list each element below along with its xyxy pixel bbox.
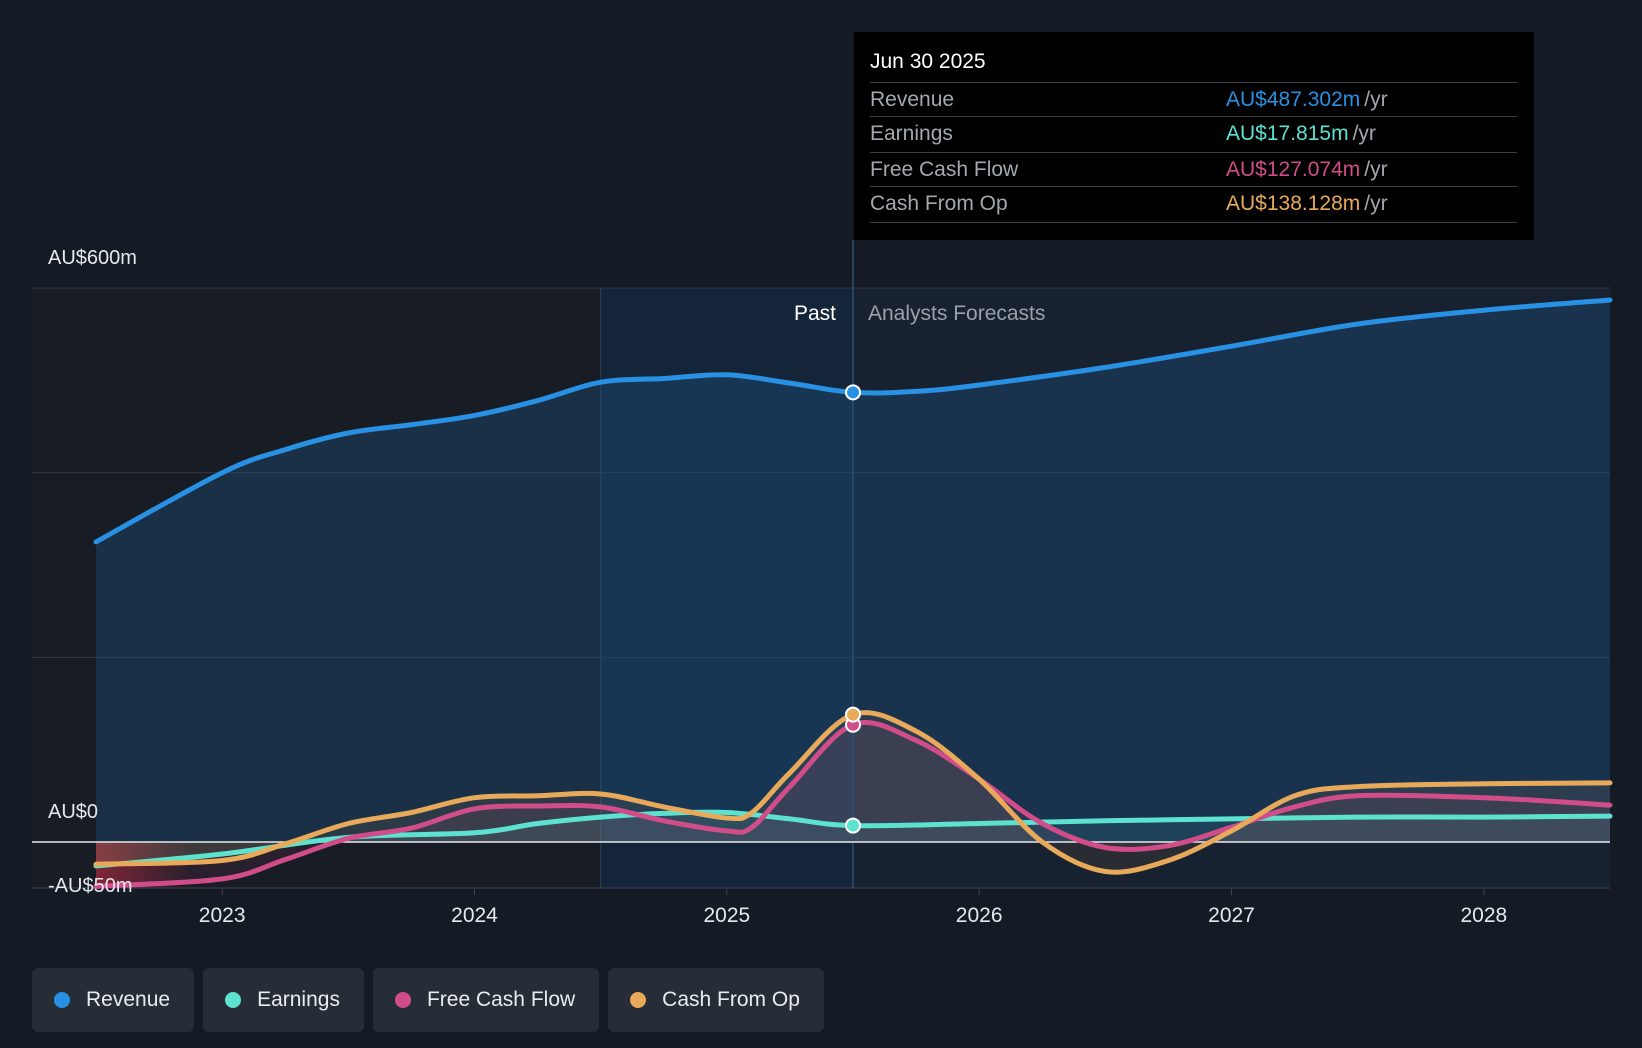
x-tick-label: 2025 (703, 904, 750, 927)
legend-label: Free Cash Flow (426, 988, 576, 1011)
y-axis-label: AU$600m (48, 247, 137, 269)
legend-label: Earnings (257, 988, 340, 1011)
tooltip-unit: /yr (1364, 88, 1388, 111)
tooltip-value: AU$127.074m (1226, 158, 1361, 181)
tooltip-date: Jun 30 2025 (870, 50, 986, 73)
tooltip-row-revenue: Revenue AU$487.302m/yr (870, 82, 1517, 117)
x-tick-label: 2027 (1208, 904, 1255, 927)
earnings-dot-icon (225, 992, 242, 1008)
x-tick-label: 2026 (956, 904, 1003, 927)
tooltip-unit: /yr (1364, 158, 1388, 181)
tooltip-value: AU$138.128m (1226, 192, 1361, 215)
x-tick-label: 2028 (1460, 904, 1507, 927)
legend-label: Revenue (86, 988, 171, 1011)
legend-label: Cash From Op (662, 988, 800, 1011)
tooltip-label: Revenue (870, 88, 955, 111)
tooltip-row-cash-from-op: Cash From Op AU$138.128m/yr (870, 186, 1517, 221)
y-axis-label: -AU$50m (48, 875, 132, 897)
past-background (32, 288, 601, 888)
legend-item-free-cash-flow[interactable]: Free Cash Flow (372, 968, 600, 1032)
line-revenue (93, 297, 1613, 545)
forecast-label: Analysts Forecasts (868, 302, 1045, 325)
free-cash-flow-dot-icon (394, 992, 411, 1008)
tooltip-row-free-cash-flow: Free Cash Flow AU$127.074m/yr (870, 152, 1517, 187)
tooltip-value: AU$17.815m (1226, 122, 1349, 145)
x-tick-label: 2024 (451, 904, 498, 927)
x-tick-label: 2023 (199, 904, 246, 927)
cash-from-op-dot-icon (630, 992, 647, 1008)
marker-revenue (845, 384, 861, 401)
tooltip-value-wrap: AU$487.302m/yr (1226, 88, 1388, 112)
tooltip-value-wrap: AU$127.074m/yr (1226, 158, 1388, 182)
y-axis-label: AU$0 (48, 801, 98, 823)
tooltip-unit: /yr (1352, 122, 1376, 145)
forecast-background (853, 288, 1610, 888)
revenue-dot-icon (54, 992, 70, 1008)
marker-earnings (845, 817, 861, 834)
tooltip-value-wrap: AU$17.815m/yr (1226, 122, 1376, 146)
tooltip-unit: /yr (1364, 192, 1388, 215)
tooltip-label: Free Cash Flow (870, 158, 1019, 181)
legend-item-cash-from-op[interactable]: Cash From Op (608, 968, 824, 1032)
tooltip-value: AU$487.302m (1226, 88, 1361, 111)
legend: Revenue Earnings Free Cash Flow Cash Fro… (32, 968, 824, 1032)
tooltip: Jun 30 2025 Revenue AU$487.302m/yr Earni… (854, 32, 1534, 240)
tooltip-label: Earnings (870, 122, 953, 145)
marker-cash-from-op (845, 706, 861, 723)
tooltip-divider (870, 222, 1517, 223)
line-free-cash-flow (93, 720, 1613, 889)
legend-item-revenue[interactable]: Revenue (32, 968, 195, 1032)
tooltip-label: Cash From Op (870, 192, 1008, 215)
legend-item-earnings[interactable]: Earnings (203, 968, 364, 1032)
past-label: Past (794, 302, 836, 325)
line-cash-from-op (93, 710, 1613, 875)
tooltip-row-earnings: Earnings AU$17.815m/yr (870, 116, 1517, 151)
tooltip-value-wrap: AU$138.128m/yr (1226, 192, 1388, 216)
